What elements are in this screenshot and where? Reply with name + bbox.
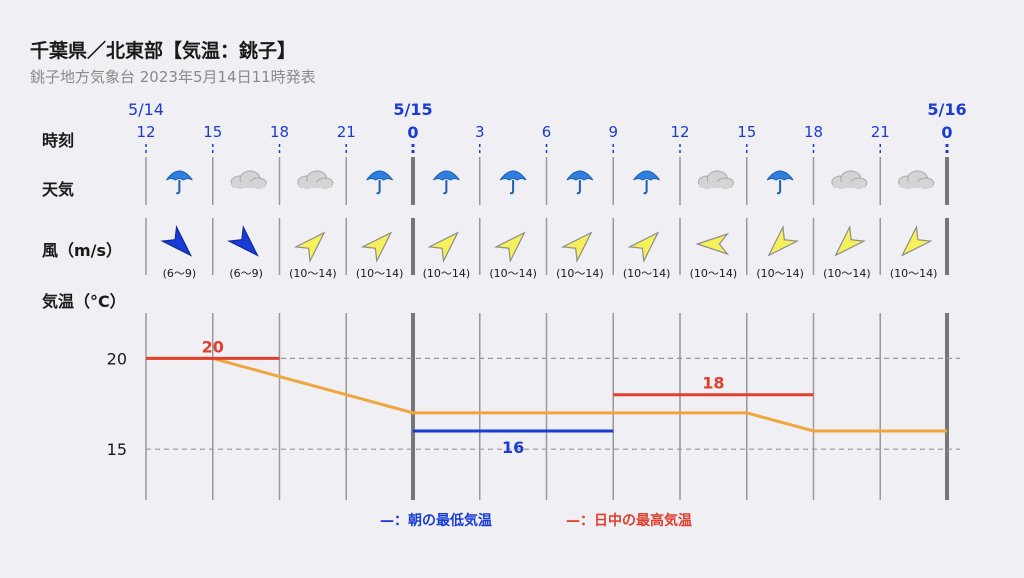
wind-range-label: (10〜14): [556, 267, 604, 280]
wind-range-label: (10〜14): [289, 267, 337, 280]
wind-arrow-icon: [767, 224, 800, 257]
max-temp-label: 18: [702, 374, 724, 393]
wind-row-label: 風（m/s）: [42, 241, 123, 260]
wind-range-label: (10〜14): [823, 267, 871, 280]
cloud-icon: [297, 170, 334, 189]
time-row-label: 時刻: [42, 131, 75, 150]
temperature-line: [146, 356, 947, 433]
wind-arrow-icon: [494, 231, 526, 264]
wind-arrow-icon: [360, 231, 393, 264]
rain-umbrella-icon: [633, 170, 661, 195]
wind-arrow-icon: [834, 224, 866, 257]
date-label-3: 5/16: [927, 100, 967, 119]
temp-row-label: 気温（°C）: [42, 292, 126, 311]
wind-arrow-icon: [560, 231, 593, 264]
hour-label: 6: [541, 123, 552, 141]
wind-arrow-icon: [627, 231, 660, 264]
wind-range-label: (10〜14): [889, 267, 938, 280]
weather-row-label: 天気: [42, 180, 75, 199]
hour-label: 15: [203, 123, 223, 141]
hour-label: 21: [336, 123, 356, 141]
wind-arrow-icon: [227, 224, 259, 257]
cloud-icon: [230, 170, 267, 189]
date-label-1: 5/14: [128, 100, 164, 119]
wind-range-label: (10〜14): [756, 267, 804, 280]
hour-label: 12: [136, 123, 156, 141]
rain-umbrella-icon: [499, 170, 527, 195]
y-tick-label: 15: [107, 440, 127, 459]
wind-arrow-icon: [900, 224, 933, 257]
legend-morning-min: —：朝の最低気温: [380, 513, 492, 529]
rain-umbrella-icon: [566, 170, 594, 195]
legend-day-max: —：日中の最高気温: [566, 513, 692, 529]
hour-label: 0: [407, 123, 419, 142]
y-tick-label: 20: [107, 349, 127, 368]
min-temp-label: 16: [502, 438, 524, 457]
page-title: 千葉県／北東部【気温：銚子】: [30, 40, 297, 62]
rain-umbrella-icon: [366, 170, 394, 195]
wind-arrow-icon: [427, 231, 460, 264]
wind-range-label: (10〜14): [422, 267, 471, 280]
cloud-icon: [697, 170, 734, 189]
hour-label: 0: [941, 123, 953, 142]
hour-label: 9: [608, 123, 619, 141]
wind-range-label: (10〜14): [355, 267, 404, 280]
rain-umbrella-icon: [432, 170, 460, 195]
page-subtitle: 銚子地方気象台 2023年5月14日11時発表: [30, 68, 316, 86]
hour-label: 15: [737, 123, 757, 141]
wind-range-label: (10〜14): [689, 267, 738, 280]
max-temp-label: 20: [202, 337, 224, 356]
date-label-2: 5/15: [393, 100, 433, 119]
wind-range-label: (10〜14): [622, 267, 671, 280]
wind-range-label: (6〜9): [162, 267, 197, 280]
wind-arrow-icon: [695, 232, 730, 256]
hour-label: 3: [474, 123, 485, 141]
hour-label: 12: [670, 123, 690, 141]
rain-umbrella-icon: [766, 170, 794, 195]
cloud-icon: [831, 170, 868, 189]
hour-label: 18: [269, 123, 290, 141]
wind-range-label: (6〜9): [229, 267, 263, 280]
wind-range-label: (10〜14): [489, 267, 537, 280]
rain-umbrella-icon: [165, 170, 193, 195]
hour-label: 21: [870, 123, 890, 141]
cloud-icon: [898, 170, 935, 189]
hour-label: 18: [803, 123, 824, 141]
wind-arrow-icon: [160, 224, 193, 257]
wind-arrow-icon: [293, 231, 326, 264]
